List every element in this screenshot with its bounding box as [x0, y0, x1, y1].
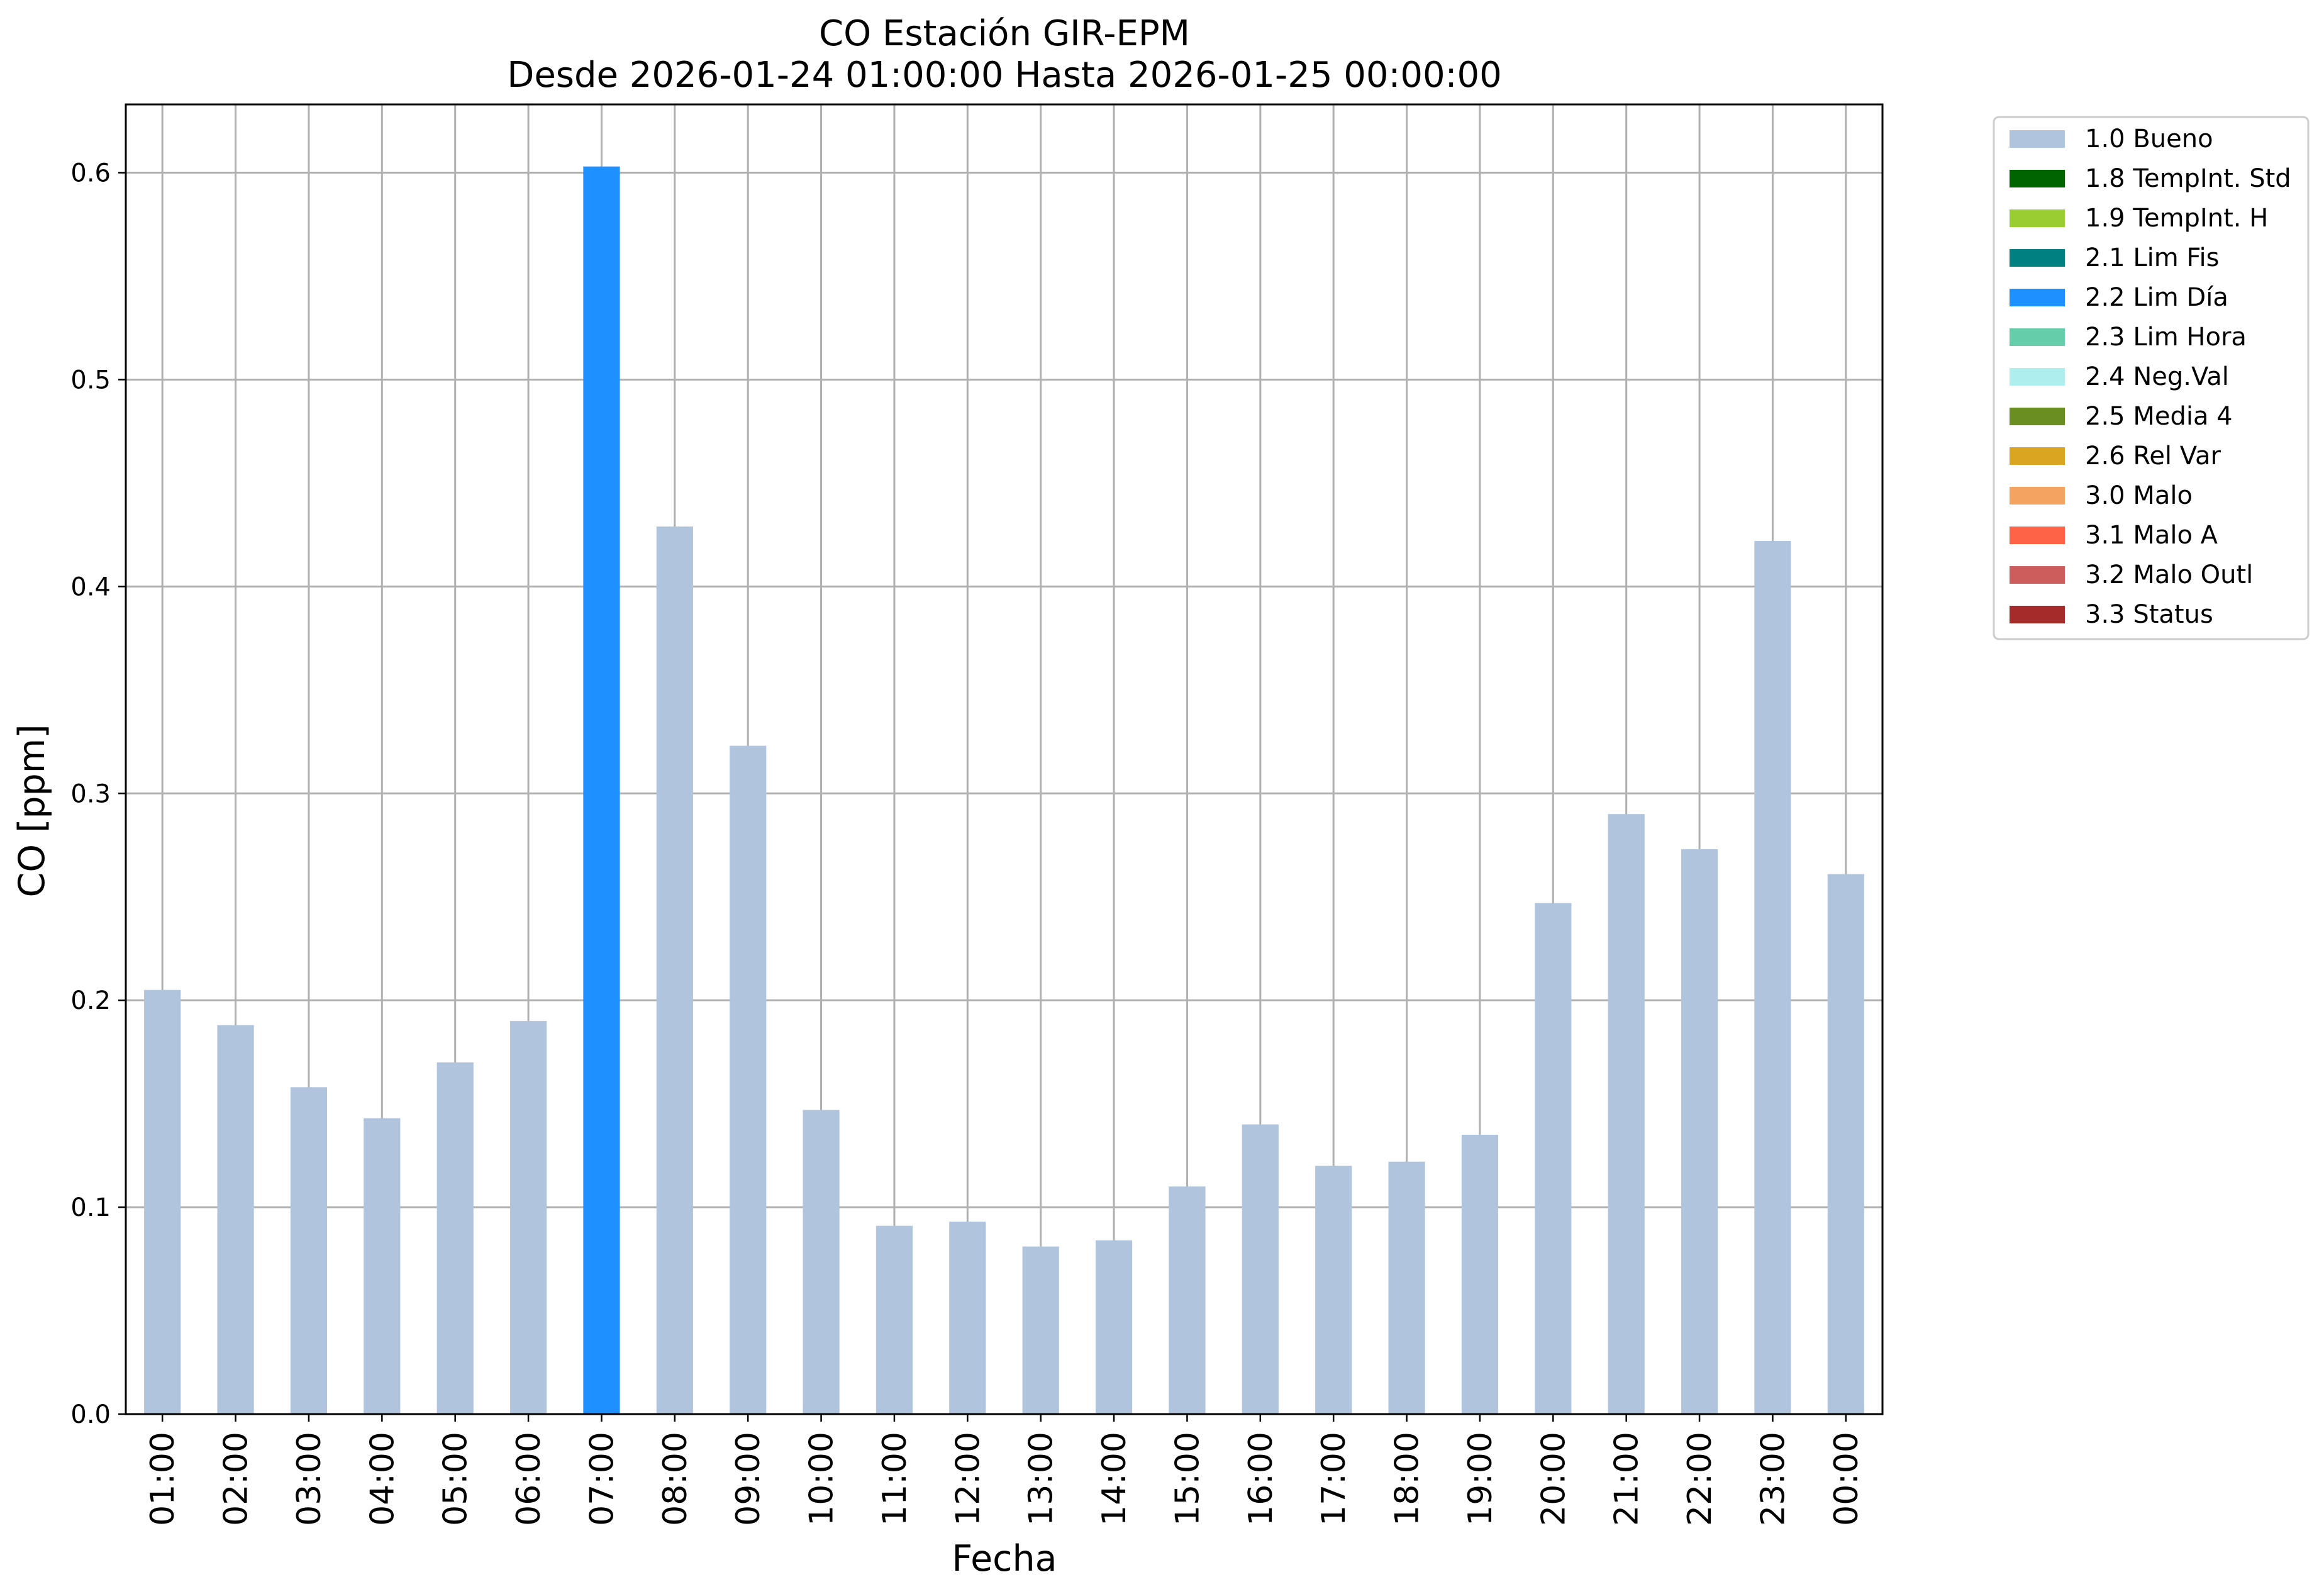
legend-label: 3.3 Status	[2085, 600, 2213, 629]
legend-label: 1.9 TempInt. H	[2085, 204, 2268, 233]
bar-1900	[1461, 1134, 1499, 1414]
x-tick-label: 17:00	[1315, 1432, 1353, 1526]
bar-0700	[583, 166, 620, 1414]
legend-swatch	[2010, 447, 2065, 465]
legend-label: 3.1 Malo A	[2085, 521, 2218, 550]
bar-2000	[1535, 903, 1572, 1414]
y-tick-label: 0.4	[70, 572, 111, 601]
legend: 1.0 Bueno 1.8 TempInt. Std 1.9 TempInt. H 2…	[1993, 116, 2310, 640]
legend-swatch	[2010, 527, 2065, 544]
bar-0400	[364, 1118, 401, 1414]
bar-1800	[1388, 1161, 1425, 1414]
bar-0000	[1827, 874, 1864, 1414]
legend-label: 1.0 Bueno	[2085, 125, 2213, 153]
legend-label: 2.6 Rel Var	[2085, 442, 2221, 471]
bar-2200	[1681, 849, 1718, 1414]
bar-0500	[436, 1062, 474, 1414]
x-tick-label: 08:00	[657, 1432, 694, 1526]
legend-swatch	[2010, 289, 2065, 306]
x-tick-label: 14:00	[1096, 1432, 1133, 1526]
bar-0600	[509, 1021, 547, 1414]
x-tick-label: 16:00	[1242, 1432, 1280, 1526]
x-tick-label: 15:00	[1169, 1432, 1206, 1526]
x-axis-ticks: 01:00 02:00 03:00 04:00 05:00 06:00 07:00 08:00…	[144, 1414, 1865, 1526]
bar-1000	[803, 1110, 840, 1414]
y-axis-label: CO [ppm]	[11, 724, 53, 897]
x-tick-label: 03:00	[291, 1432, 328, 1526]
legend-swatch	[2010, 368, 2065, 386]
bar-0100	[144, 989, 181, 1414]
y-tick-label: 0.1	[70, 1193, 111, 1222]
bar-0300	[290, 1087, 328, 1414]
chart-title: CO Estación GIR-EPM	[819, 13, 1190, 54]
x-tick-label: 06:00	[510, 1432, 548, 1526]
legend-label: 2.1 Lim Fis	[2085, 243, 2219, 272]
legend-swatch	[2010, 487, 2065, 504]
legend-swatch	[2010, 130, 2065, 148]
bar-1400	[1095, 1240, 1133, 1414]
legend-box	[1993, 116, 2310, 640]
bar-2300	[1754, 541, 1791, 1414]
x-tick-label: 21:00	[1608, 1432, 1646, 1526]
legend-swatch	[2010, 328, 2065, 346]
x-tick-label: 09:00	[730, 1432, 767, 1526]
legend-swatch	[2010, 566, 2065, 584]
x-tick-label: 19:00	[1462, 1432, 1499, 1526]
x-tick-label: 12:00	[949, 1432, 987, 1526]
x-tick-label: 18:00	[1389, 1432, 1426, 1526]
legend-label: 3.0 Malo	[2085, 481, 2193, 510]
y-tick-label: 0.0	[70, 1400, 111, 1429]
x-tick-label: 00:00	[1828, 1432, 1865, 1526]
bar-1300	[1022, 1246, 1059, 1414]
bar-0200	[217, 1025, 254, 1414]
x-tick-label: 22:00	[1681, 1432, 1719, 1526]
legend-label: 2.2 Lim Día	[2085, 283, 2228, 312]
y-axis-ticks: 0.0 0.1 0.2 0.3 0.4 0.5 0.6	[70, 159, 126, 1429]
bar-2100	[1608, 814, 1645, 1414]
x-tick-label: 11:00	[876, 1432, 914, 1526]
x-tick-label: 23:00	[1754, 1432, 1792, 1526]
plot-frame	[125, 103, 1884, 1415]
legend-swatch	[2010, 606, 2065, 623]
y-tick-label: 0.6	[70, 159, 111, 188]
bar-1700	[1315, 1166, 1352, 1414]
bars	[144, 166, 1864, 1414]
legend-swatch	[2010, 408, 2065, 425]
x-tick-label: 20:00	[1535, 1432, 1572, 1526]
bar-0900	[730, 745, 767, 1414]
legend-swatch	[2010, 249, 2065, 267]
bar-1500	[1169, 1186, 1206, 1414]
legend-label: 2.4 Neg.Val	[2085, 362, 2229, 391]
x-tick-label: 01:00	[144, 1432, 182, 1526]
x-tick-label: 04:00	[364, 1432, 401, 1526]
y-tick-label: 0.2	[70, 986, 111, 1015]
legend-label: 2.3 Lim Hora	[2085, 323, 2247, 352]
x-axis-label: Fecha	[952, 1538, 1057, 1580]
legend-label: 1.8 TempInt. Std	[2085, 164, 2291, 193]
legend-swatch	[2010, 170, 2065, 187]
legend-swatch	[2010, 209, 2065, 227]
x-tick-label: 13:00	[1023, 1432, 1060, 1526]
bar-1100	[876, 1225, 913, 1414]
y-tick-label: 0.3	[70, 779, 111, 808]
bar-1600	[1242, 1124, 1279, 1414]
legend-label: 2.5 Media 4	[2085, 402, 2233, 431]
x-tick-label: 07:00	[583, 1432, 621, 1526]
x-tick-label: 05:00	[437, 1432, 475, 1526]
bar-1200	[949, 1222, 986, 1414]
x-tick-label: 10:00	[803, 1432, 841, 1526]
bar-0800	[656, 526, 693, 1414]
x-tick-label: 02:00	[218, 1432, 255, 1526]
legend-label: 3.2 Malo Outl	[2085, 560, 2253, 589]
chart-subtitle: Desde 2026-01-24 01:00:00 Hasta 2026-01-…	[507, 55, 1502, 96]
y-tick-label: 0.5	[70, 365, 111, 394]
